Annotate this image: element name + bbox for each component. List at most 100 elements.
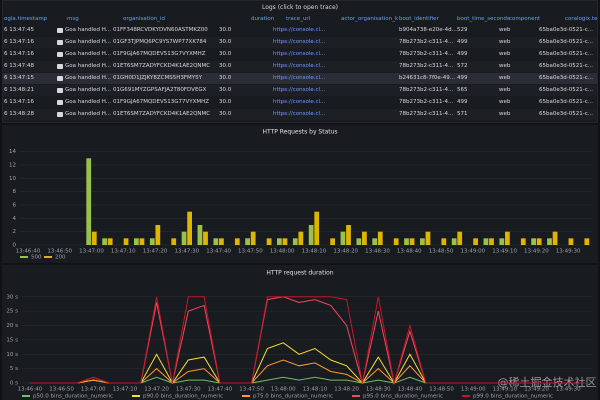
table-cell: 65ba0e3d-0521-c... (539, 51, 593, 57)
x-tick-label: 13:47:30 (174, 249, 199, 255)
table-cell: 01ET6SM7ZADYFCKD4K1AE2QNMC (113, 111, 211, 117)
table-cell: 30.0 (219, 39, 232, 45)
table-cell: web (499, 75, 511, 81)
bar (102, 238, 107, 245)
bar (250, 231, 256, 245)
table-cell: 01GH0D1JZJKY8ZCMS5H3FMY5Y (113, 75, 203, 81)
table-cell: 65ba0e3d-0521-c... (539, 27, 593, 33)
log-icon (57, 88, 63, 93)
table-cell: 01F9GJA67MQDEV513G77VYXMHZ (113, 99, 210, 105)
bar (139, 238, 145, 245)
bar (457, 231, 463, 245)
table-cell: web (499, 99, 511, 105)
log-icon (57, 76, 63, 81)
x-tick-label: 13:48:20 (333, 249, 358, 255)
table-cell: 30.0 (219, 51, 232, 57)
bar (134, 238, 139, 245)
column-header: trace_url (286, 16, 311, 22)
table-cell: 6 13:48:21 (4, 87, 34, 93)
bar (197, 225, 203, 245)
x-tick-label: 13:47:50 (238, 249, 263, 255)
bar (213, 238, 219, 245)
x-tick-label: 13:47:50 (239, 387, 264, 393)
bar (372, 238, 378, 245)
column-header: organisation_id (123, 16, 165, 22)
x-tick-label: 13:48:10 (303, 387, 328, 393)
x-tick-label: 13:48:30 (366, 387, 391, 393)
chart-title: HTTP request duration (266, 270, 333, 277)
table-cell: b904a738-e20e-4d... (399, 27, 457, 33)
y-tick-label: 2 (13, 229, 17, 235)
bar (356, 238, 362, 245)
table-cell: 65ba0e3d-0521-c... (539, 99, 593, 105)
x-tick-label: 13:47:10 (111, 249, 136, 255)
x-tick-label: 13:49:30 (556, 387, 581, 393)
bar (547, 238, 552, 245)
table-cell: 499 (457, 39, 468, 45)
table-cell: https://console.cl... (273, 99, 326, 105)
y-tick-label: 0 s (10, 381, 18, 387)
table-cell: 572 (457, 63, 468, 69)
bar (181, 231, 187, 245)
table-cell: https://console.cl... (273, 87, 326, 93)
table-cell: https://console.cl... (273, 75, 326, 81)
bar (362, 231, 367, 245)
bar (425, 231, 431, 245)
table-cell: Goa handled H... (65, 99, 112, 105)
row-bg (3, 73, 597, 84)
log-icon (57, 40, 63, 45)
bar (346, 225, 351, 245)
logs-panel: Logs (click to open trace) ogla.timestam… (2, 0, 598, 123)
x-tick-label: 13:48:30 (365, 249, 390, 255)
x-tick-label: 13:48:40 (397, 249, 422, 255)
x-tick-label: 13:48:40 (398, 387, 423, 393)
bar (155, 225, 161, 245)
table-cell: web (499, 27, 511, 33)
x-tick-label: 13:47:00 (79, 249, 104, 255)
chart-title: HTTP Requests by Status (262, 129, 337, 136)
bar (298, 231, 304, 245)
table-cell: 499 (457, 99, 468, 105)
x-tick-label: 13:47:30 (176, 387, 201, 393)
table-cell: 30.0 (219, 75, 232, 81)
row-bg (3, 109, 597, 120)
row-bg (3, 85, 597, 96)
table-cell: 78b273b2-c311-4... (399, 63, 454, 69)
legend-swatch (22, 395, 30, 397)
y-tick-label: 4 (13, 216, 17, 222)
y-tick-label: 25 s (6, 309, 18, 315)
column-header: msg (67, 16, 79, 22)
legend-label: 200 (55, 255, 66, 261)
x-tick-label: 13:49:00 (460, 249, 485, 255)
chart-panel: HTTP Requests by Status 0 2 4 6 8 10 12 14 13:46:… (2, 125, 598, 263)
table-cell: 65ba0e3d-0521-c... (539, 63, 593, 69)
table-cell: 78b273b2-c311-4... (399, 39, 454, 45)
table-cell: 01F9GJA67MQDEV513G7VYXMHZ (113, 51, 206, 57)
column-header: boot_identifier (399, 16, 439, 22)
x-tick-label: 13:48:10 (302, 249, 327, 255)
table-cell: Goa handled H... (65, 51, 112, 57)
legend-label: p99.0 bins_duration_numeric (473, 394, 553, 400)
x-tick-label: 13:48:00 (271, 387, 296, 393)
bar (520, 238, 526, 245)
table-cell: 65ba0e3d-0521-c... (539, 75, 593, 81)
log-icon (57, 64, 63, 69)
bar (340, 231, 346, 245)
table-cell: 6 13:47:45 (4, 27, 34, 33)
table-cell: 499 (457, 75, 468, 81)
y-tick-label: 15 s (6, 337, 18, 343)
bar (536, 238, 542, 245)
legend-label: p95.0 bins_duration_numeric (363, 394, 443, 400)
bar (409, 238, 415, 245)
bar (483, 238, 489, 245)
bar (451, 238, 457, 245)
y-tick-label: 10 s (6, 352, 18, 358)
x-tick-label: 13:47:40 (206, 249, 231, 255)
table-cell: 78b273b2-c311-4... (399, 99, 454, 105)
series-line (29, 296, 585, 384)
table-cell: https://console.cl... (273, 51, 326, 57)
x-tick-label: 13:49:20 (524, 249, 549, 255)
y-tick-label: 14 (9, 149, 16, 155)
table-cell: 30.0 (219, 87, 232, 93)
column-header: component (509, 16, 541, 22)
